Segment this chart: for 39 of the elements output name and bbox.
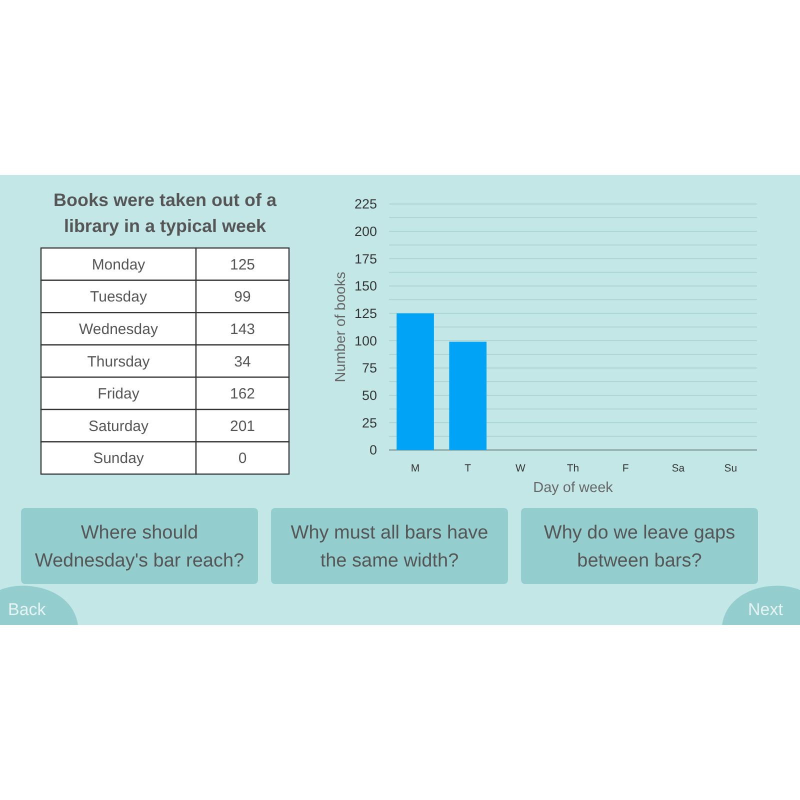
text: Books were taken out of a library in a typical week [53,190,278,236]
x-tick-label: Sa [672,462,685,475]
x-tick-label: F [622,462,629,475]
x-tick-label: W [515,462,526,475]
x-tick-label: Th [566,462,580,475]
data-label: 0 [238,450,247,468]
y-tick-label: 25 [362,415,377,430]
data-label: 143 [230,321,256,338]
y-tick-label: 225 [354,196,377,212]
text: Why do we leave gaps between bars? [544,522,736,572]
y-tick-label: 175 [354,251,377,266]
text: Where should Wednesday's bar reach? [34,522,244,572]
y-tick-label: 100 [354,333,377,348]
x-tick-label: Su [724,462,738,475]
data-label: 99 [234,288,251,306]
category-label: Sunday [93,450,144,468]
text: Back [8,600,46,619]
text: Next [748,600,784,619]
category-label: Tuesday [90,288,148,306]
text: Why must all bars have the same width? [290,522,488,572]
data-label: 201 [230,418,256,435]
x-tick-label: M [410,462,420,475]
y-tick-label: 50 [362,388,377,404]
y-tick-label: 200 [354,224,377,240]
x-axis-title: Day of week [533,480,614,496]
category-label: Wednesday [79,321,158,338]
y-tick-label: 150 [354,278,377,294]
data-label: 34 [234,353,251,370]
category-label: Monday [92,256,146,274]
category-label: Friday [98,386,140,403]
data-label: 162 [230,386,256,403]
data-label: 125 [230,256,256,274]
y-tick-label: 75 [362,360,377,376]
y-axis-title: Number of books [333,272,349,382]
x-tick-label: T [464,462,472,475]
y-tick-label: 125 [354,306,377,322]
category-label: Saturday [88,418,150,435]
y-tick-label: 0 [369,442,377,458]
category-label: Thursday [87,353,150,370]
